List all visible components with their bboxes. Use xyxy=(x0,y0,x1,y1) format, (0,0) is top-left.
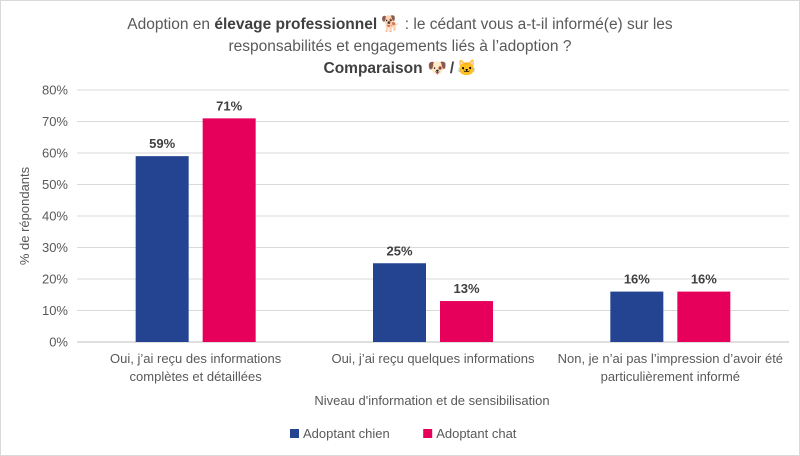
bar xyxy=(677,291,731,342)
legend-label: Adoptant chat xyxy=(436,426,517,441)
bar xyxy=(440,301,493,342)
bar xyxy=(610,291,664,342)
y-tick-label: 20% xyxy=(42,272,68,287)
y-axis-ticks: 0% 10% 20% 30% 40% 50% 60% 70% 80% xyxy=(42,83,68,350)
y-tick-label: 50% xyxy=(42,177,68,192)
legend-swatch xyxy=(290,429,299,438)
legend: Adoptant chien Adoptant chat xyxy=(290,426,517,441)
bars xyxy=(135,118,731,342)
gridlines xyxy=(77,89,789,343)
y-axis-label: % de répondants xyxy=(17,166,32,265)
y-tick-label: 80% xyxy=(42,83,68,98)
legend-swatch xyxy=(423,429,433,438)
data-label: 25% xyxy=(386,243,412,258)
data-label: 71% xyxy=(216,98,242,113)
category-label: particulièrement informé xyxy=(601,369,740,384)
data-label: 16% xyxy=(624,272,650,287)
y-tick-label: 30% xyxy=(42,240,68,255)
y-tick-label: 40% xyxy=(42,209,68,224)
category-label: Oui, j’ai reçu des informations xyxy=(110,351,282,366)
chart-title-line2: responsabilités et engagements liés à l’… xyxy=(229,38,572,55)
data-label: 16% xyxy=(691,272,717,287)
y-tick-label: 60% xyxy=(42,146,68,161)
x-axis-categories: Oui, j’ai reçu des informations complètes… xyxy=(110,351,783,384)
y-tick-label: 70% xyxy=(42,114,68,129)
bar xyxy=(202,118,256,342)
x-axis-label: Niveau d'information et de sensibilisati… xyxy=(314,393,549,408)
category-label: complètes et détaillées xyxy=(130,369,263,384)
y-tick-label: 10% xyxy=(42,303,68,318)
chart-title-line1: Adoption en élevage professionnel 🐕 : le … xyxy=(127,14,673,33)
bar xyxy=(373,263,426,342)
bar xyxy=(135,156,189,342)
data-labels: 59% 71% 25% 13% 16% 16% xyxy=(149,98,717,296)
data-label: 59% xyxy=(149,136,175,151)
chart-subtitle: Comparaison 🐶 / 🐱 xyxy=(324,59,477,77)
category-label: Non, je n’ai pas l’impression d’avoir ét… xyxy=(558,351,783,366)
y-tick-label: 0% xyxy=(49,335,68,350)
category-label: Oui, j’ai reçu quelques informations xyxy=(331,351,535,366)
data-label: 13% xyxy=(453,281,479,296)
legend-label: Adoptant chien xyxy=(303,426,390,441)
